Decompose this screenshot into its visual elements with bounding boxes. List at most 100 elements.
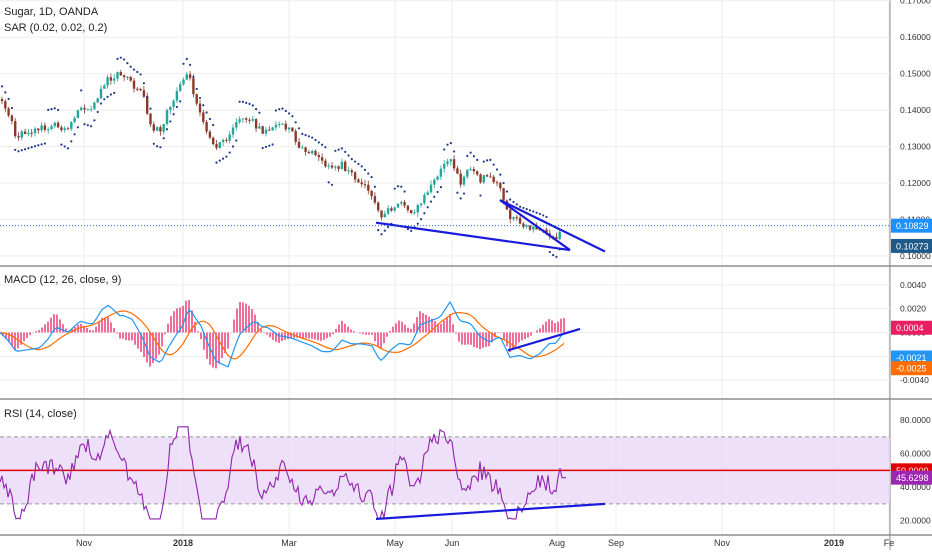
sar-dot xyxy=(288,112,290,114)
macd-histogram-bar xyxy=(497,333,499,334)
candle-body xyxy=(186,74,188,79)
candle-body xyxy=(328,166,330,167)
macd-histogram-bar xyxy=(155,333,157,359)
candle-body xyxy=(258,126,260,128)
macd-histogram-bar xyxy=(518,333,520,343)
sar-dot xyxy=(268,145,270,147)
macd-histogram-bar xyxy=(38,330,40,332)
candle-body xyxy=(149,114,151,125)
macd-histogram-bar xyxy=(158,333,160,355)
sar-dot xyxy=(103,98,105,100)
macd-histogram-bar xyxy=(395,323,397,332)
macd-histogram-bar xyxy=(371,333,373,335)
macd-histogram-bar xyxy=(254,314,256,332)
sar-dot xyxy=(341,147,343,149)
candle-body xyxy=(559,232,561,239)
candle-body xyxy=(73,118,75,122)
sar-dot xyxy=(83,123,85,125)
macd-histogram-bar xyxy=(236,309,238,333)
candle-body xyxy=(295,131,297,142)
candle-body xyxy=(341,162,343,169)
sar-dot xyxy=(4,91,6,93)
macd-histogram-bar xyxy=(440,324,442,333)
candle-body xyxy=(427,192,429,195)
candle-body xyxy=(116,72,118,79)
candle-body xyxy=(390,208,392,210)
sar-dot xyxy=(489,159,491,161)
sar-dot xyxy=(532,210,534,212)
candle-body xyxy=(304,147,306,152)
candle-body xyxy=(311,151,313,153)
macd-histogram-bar xyxy=(23,333,25,342)
candle-body xyxy=(11,115,13,121)
sar-dot xyxy=(278,108,280,110)
macd-histogram-bar xyxy=(311,333,313,339)
macd-hist-badge: 0.0004 xyxy=(896,323,924,333)
candle-body xyxy=(163,124,165,132)
sar-dot xyxy=(70,140,72,142)
sar-dot xyxy=(357,163,359,165)
macd-histogram-bar xyxy=(506,333,508,347)
candle-body xyxy=(34,129,36,134)
macd-histogram-bar xyxy=(29,333,31,336)
sar-label: SAR (0.02, 0.02, 0.2) xyxy=(4,22,107,34)
candle-body xyxy=(205,122,207,132)
macd-histogram-bar xyxy=(410,329,412,333)
candle-body xyxy=(463,177,465,185)
sar-dot xyxy=(255,108,257,110)
sar-dot xyxy=(113,92,115,94)
sar-dot xyxy=(466,155,468,157)
candle-body xyxy=(344,162,346,171)
candle-body xyxy=(460,174,462,185)
macd-histogram-bar xyxy=(476,333,478,348)
macd-histogram-bar xyxy=(320,333,322,341)
macd-histogram-bar xyxy=(218,333,220,364)
y-tick-label: 0.12000 xyxy=(900,178,931,188)
sar-dot xyxy=(41,143,43,145)
macd-histogram-bar xyxy=(362,333,364,335)
sar-dot xyxy=(437,191,439,193)
macd-histogram-bar xyxy=(164,333,166,335)
sar-dot xyxy=(473,155,475,157)
sar-dot xyxy=(159,146,161,148)
candle-body xyxy=(123,75,125,77)
candle-body xyxy=(413,212,415,213)
macd-histogram-bar xyxy=(95,327,97,333)
sar-dot xyxy=(215,162,217,164)
candle-body xyxy=(90,109,92,110)
macd-histogram-bar xyxy=(560,319,562,333)
candle-body xyxy=(394,207,396,210)
sar-dot xyxy=(440,186,442,188)
candle-body xyxy=(50,126,52,129)
candle-body xyxy=(288,128,290,130)
candle-body xyxy=(268,130,270,131)
macd-histogram-bar xyxy=(563,318,565,332)
sar-dot xyxy=(166,128,168,130)
macd-histogram-bar xyxy=(305,333,307,339)
candle-body xyxy=(159,127,161,131)
candle-body xyxy=(407,206,409,210)
sar-dot xyxy=(420,218,422,220)
candle-body xyxy=(433,180,435,185)
sar-dot xyxy=(31,146,33,148)
candle-body xyxy=(483,175,485,182)
sar-dot xyxy=(338,148,340,150)
sar-dot xyxy=(169,120,171,122)
sar-dot xyxy=(24,148,26,150)
sar-dot xyxy=(387,226,389,228)
sar-dot xyxy=(427,206,429,208)
sar-dot xyxy=(410,230,412,232)
sar-dot xyxy=(272,143,274,145)
candle-body xyxy=(519,218,521,224)
candle-body xyxy=(377,203,379,211)
candle-body xyxy=(83,108,85,110)
macd-histogram-bar xyxy=(35,331,37,332)
candle-body xyxy=(17,136,19,137)
macd-histogram-bar xyxy=(551,320,553,332)
candle-body xyxy=(196,94,198,103)
sar-dot xyxy=(400,186,402,188)
macd-histogram-bar xyxy=(461,333,463,345)
rsi-value-badge: 45.6298 xyxy=(896,473,929,483)
